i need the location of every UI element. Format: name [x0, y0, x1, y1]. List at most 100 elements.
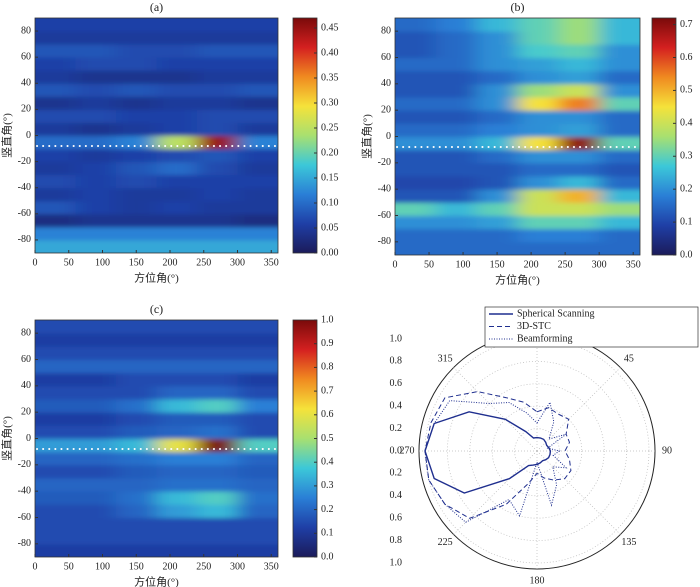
heatmap-cell	[35, 399, 76, 413]
colorbar-tick-label: 0.10	[321, 197, 339, 208]
heatmap-cell	[35, 161, 76, 176]
y-tick-label: -40	[378, 183, 391, 194]
heatmap-cell	[476, 202, 518, 216]
y-tick-label: 60	[381, 52, 391, 63]
y-tick-label: 0	[26, 433, 31, 444]
heatmap-cell	[156, 200, 198, 215]
heatmap-cell	[476, 136, 518, 151]
heatmap-cell	[197, 70, 238, 84]
heatmap-cell	[237, 239, 278, 253]
heatmap-cell	[237, 44, 278, 58]
x-tick-label: 50	[424, 259, 434, 270]
heatmap-cell	[435, 97, 478, 111]
heatmap-cell	[156, 464, 198, 479]
heatmap-cell	[197, 187, 238, 202]
heatmap-cell	[156, 543, 198, 557]
heatmap-cell	[35, 491, 76, 505]
heatmap-cell	[116, 161, 157, 176]
heatmap-cell	[156, 70, 198, 84]
heatmap-cell	[75, 425, 117, 439]
heatmap-cell	[599, 31, 640, 45]
heatmap-cell	[517, 149, 559, 164]
colorbar-tick-label: 0.3	[321, 480, 334, 491]
heatmap-cell	[558, 176, 600, 190]
heatmap-cell	[75, 438, 117, 453]
heatmap-cell	[599, 18, 640, 32]
heatmap-cell	[116, 187, 157, 202]
heatmap-cell	[558, 44, 600, 58]
heatmap-cell	[558, 83, 600, 98]
heatmap-cell	[116, 239, 157, 253]
heatmap-cells	[35, 18, 278, 253]
y-tick-label: -40	[18, 182, 31, 193]
heatmap-cell	[75, 372, 117, 387]
heatmap-cell	[237, 213, 278, 228]
heatmap-cell	[156, 213, 198, 228]
heatmap-area	[35, 320, 278, 557]
heatmap-cell	[237, 385, 278, 400]
heatmap-cell	[35, 385, 76, 400]
colorbar-tick-label: 0.0	[680, 249, 693, 260]
heatmap-cell	[35, 504, 76, 518]
heatmap-cell	[156, 491, 198, 505]
heatmap-cell	[116, 83, 157, 97]
heatmap-cell	[75, 504, 117, 518]
heatmap-cell	[517, 83, 559, 98]
heatmap-cell	[558, 202, 600, 216]
heatmap-cell	[395, 215, 437, 230]
colorbar	[651, 17, 677, 256]
heatmap-cell	[476, 176, 518, 190]
colorbar-tick-label: 0.2	[680, 183, 693, 194]
theta-tick-label: 45	[624, 353, 634, 364]
heatmap-cell	[435, 123, 478, 137]
grid-circle	[469, 383, 605, 519]
heatmap-cell	[197, 213, 238, 228]
heatmap-cell	[156, 57, 198, 71]
r-tick-label: 0.4	[390, 400, 403, 411]
heatmap-cell	[156, 425, 198, 439]
heatmap-cell	[197, 543, 238, 557]
heatmap-cell	[75, 346, 117, 360]
heatmap-cell	[476, 18, 518, 32]
y-tick-label: 0	[26, 130, 31, 141]
y-tick-label: 0	[386, 131, 391, 142]
heatmap-cell	[237, 226, 278, 241]
heatmap-cell	[156, 438, 198, 453]
heatmap-cell	[558, 31, 600, 45]
x-tick-label: 0	[33, 257, 38, 268]
heatmap-cell	[116, 57, 157, 71]
y-tick-label: 80	[381, 25, 391, 36]
r-tick-label: 0.4	[390, 490, 403, 501]
heatmap-cell	[116, 96, 157, 110]
x-tick-label: 150	[490, 259, 505, 270]
heatmap-cell	[237, 83, 278, 97]
heatmap-cell	[197, 517, 238, 532]
heatmap-cell	[116, 346, 157, 360]
x-tick-label: 300	[592, 259, 607, 270]
heatmap-cell	[476, 241, 518, 255]
heatmap-cell	[116, 491, 157, 505]
heatmap-cell	[35, 226, 76, 241]
heatmap-cell	[35, 425, 76, 439]
r-tick-label: 0.2	[390, 468, 403, 479]
heatmap-cell	[558, 123, 600, 137]
heatmap-cell	[35, 57, 76, 71]
heatmap-cell	[156, 148, 198, 163]
heatmap-cells	[395, 18, 640, 255]
colorbar-tick-label: 0.1	[321, 528, 334, 539]
heatmap-cell	[395, 176, 437, 190]
x-axis-label: 方位角(°)	[495, 273, 540, 287]
colorbar-tick-label: 0.7	[680, 19, 693, 30]
x-tick-label: 150	[129, 257, 144, 268]
heatmap-cell	[75, 491, 117, 505]
heatmap-cell	[197, 122, 238, 136]
heatmap-cell	[35, 333, 76, 347]
y-tick-label: 40	[21, 380, 31, 391]
heatmap-cell	[35, 109, 76, 123]
colorbar-tick-label: 0.00	[321, 247, 339, 258]
heatmap-cell	[435, 57, 478, 72]
heatmap-cell	[116, 399, 157, 413]
heatmap-cell	[395, 228, 437, 243]
heatmap-cell	[35, 346, 76, 360]
